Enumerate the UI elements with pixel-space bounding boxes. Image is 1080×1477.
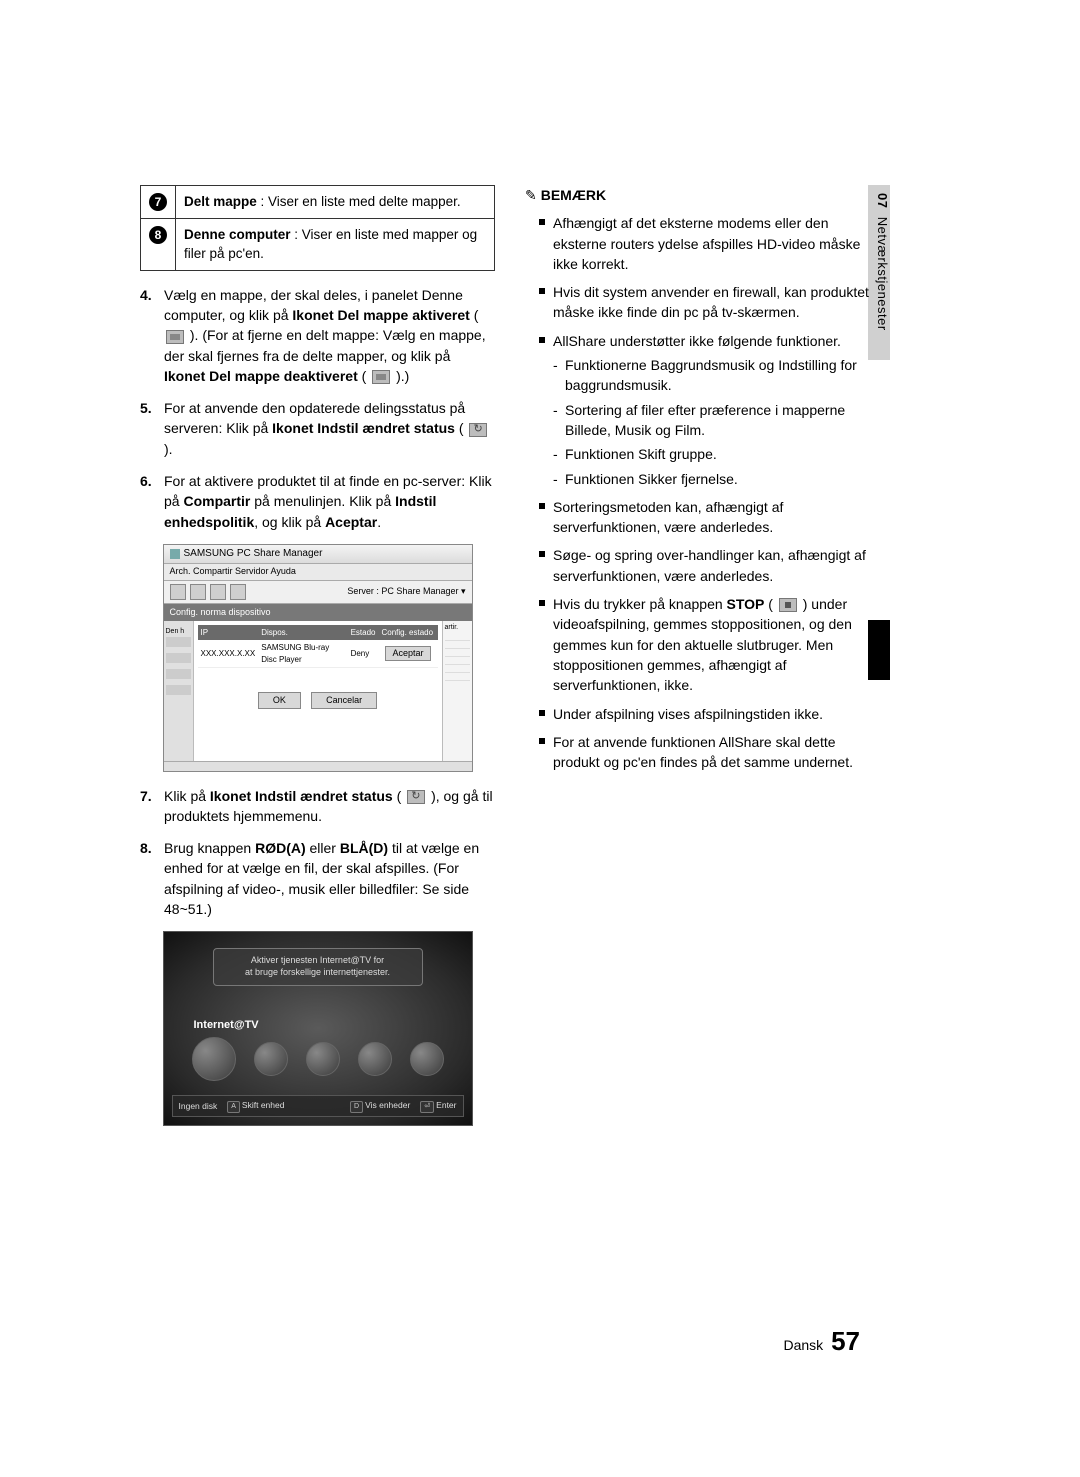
step-text: Vælg en mappe, der skal deles, i panelet… (164, 285, 495, 386)
step-number: 4. (140, 285, 164, 386)
step-text: Brug knappen RØD(A) eller BLÅ(D) til at … (164, 838, 495, 919)
note-list: Afhængigt af det eksterne modems eller d… (525, 213, 880, 772)
note-heading: BEMÆRK (525, 185, 880, 205)
enter-key-icon: ⏎ (420, 1101, 434, 1113)
toolbar-icon[interactable] (210, 584, 226, 600)
table-row: 8 Denne computer : Viser en liste med ma… (141, 218, 495, 270)
key-d-icon: D (350, 1101, 363, 1113)
list-item: Sortering af filer efter præference i ma… (553, 400, 880, 441)
statusbar (164, 761, 472, 771)
dialog-body: Den h IP Dispos. Estado Config. estado (164, 621, 472, 761)
cancel-button[interactable]: Cancelar (311, 692, 377, 709)
list-item: 4. Vælg en mappe, der skal deles, i pane… (140, 285, 495, 386)
list-item: 5. For at anvende den opdaterede delings… (140, 398, 495, 459)
step-number: 5. (140, 398, 164, 459)
tv-icon-row (192, 1042, 444, 1081)
tv-screenshot: Aktiver tjenesten Internet@TV for at bru… (163, 931, 473, 1126)
menubar[interactable]: Arch. Compartir Servidor Ayuda (164, 564, 472, 580)
sub-list: Funktionerne Baggrundsmusik og Indstilli… (553, 355, 880, 489)
tv-icon[interactable] (254, 1042, 288, 1076)
right-panel: artir. (442, 621, 472, 761)
list-item: Hvis dit system anvender en firewall, ka… (539, 282, 880, 323)
cell-device: SAMSUNG Blu-ray Disc Player (258, 640, 347, 668)
step-text: For at aktivere produktet til at finde e… (164, 471, 495, 532)
table-row: 7 Delt mappe : Viser en liste med delte … (141, 186, 495, 219)
legend-num-7: 7 (149, 193, 167, 211)
tv-icon[interactable] (410, 1042, 444, 1076)
legend-label: Delt mappe (184, 194, 257, 209)
share-folder-off-icon (372, 370, 390, 384)
col-config: Config. estado (378, 625, 437, 641)
center-panel: IP Dispos. Estado Config. estado XXX.XXX… (194, 621, 442, 761)
list-item: AllShare understøtter ikke følgende funk… (539, 331, 880, 489)
step-list: 4. Vælg en mappe, der skal deles, i pane… (140, 285, 495, 532)
accept-button[interactable]: Aceptar (385, 646, 430, 661)
share-folder-on-icon (166, 330, 184, 344)
cell-state: Deny (348, 640, 379, 668)
col-estado: Estado (348, 625, 379, 641)
tv-help-bar: Ingen disk ASkift enhed DVis enheder ⏎En… (172, 1095, 464, 1117)
list-item: For at anvende funktionen AllShare skal … (539, 732, 880, 773)
pcshare-screenshot: SAMSUNG PC Share Manager Arch. Compartir… (163, 544, 473, 772)
tv-icon[interactable] (358, 1042, 392, 1076)
footer-lang: Dansk (784, 1337, 824, 1353)
stop-icon (779, 598, 797, 612)
tv-icon[interactable] (192, 1037, 236, 1081)
table-row: IP Dispos. Estado Config. estado (198, 625, 438, 641)
col-ip: IP (198, 625, 259, 641)
tv-banner: Aktiver tjenesten Internet@TV for at bru… (213, 948, 423, 985)
left-panel: Den h (164, 621, 194, 761)
table-row[interactable]: XXX.XXX.X.XX SAMSUNG Blu-ray Disc Player… (198, 640, 438, 668)
list-item: Under afspilning vises afspilningstiden … (539, 704, 880, 724)
dialog-buttons: OK Cancelar (198, 692, 438, 709)
window-titlebar: SAMSUNG PC Share Manager (164, 545, 472, 565)
toolbar-icon[interactable] (230, 584, 246, 600)
manual-page: 07 Netværkstjenester 7 Delt mappe : Vise… (0, 0, 1080, 1477)
ok-button[interactable]: OK (258, 692, 301, 709)
step-list-2: 7. Klik på Ikonet Indstil ændret status … (140, 786, 495, 920)
list-item: Søge- og spring over-handlinger kan, afh… (539, 545, 880, 586)
toolbar: Server : PC Share Manager ▾ (164, 581, 472, 604)
legend-table: 7 Delt mappe : Viser en liste med delte … (140, 185, 495, 271)
left-column: 7 Delt mappe : Viser en liste med delte … (140, 185, 495, 1126)
list-item: 6. For at aktivere produktet til at find… (140, 471, 495, 532)
col-dispos: Dispos. (258, 625, 347, 641)
legend-label: Denne computer (184, 227, 291, 242)
window-title: SAMSUNG PC Share Manager (184, 547, 323, 562)
content-columns: 7 Delt mappe : Viser en liste med delte … (140, 185, 880, 1126)
disc-status: Ingen disk (179, 1100, 218, 1112)
key-a-icon: A (227, 1101, 240, 1113)
server-label[interactable]: Server : PC Share Manager ▾ (347, 585, 465, 598)
toolbar-icon[interactable] (170, 584, 186, 600)
legend-num-8: 8 (149, 226, 167, 244)
page-footer: Dansk 57 (784, 1326, 861, 1357)
step-number: 8. (140, 838, 164, 919)
list-item: Funktionen Skift gruppe. (553, 444, 880, 464)
list-item: Funktionerne Baggrundsmusik og Indstilli… (553, 355, 880, 396)
page-number: 57 (831, 1326, 860, 1356)
refresh-icon (407, 790, 425, 804)
step-number: 6. (140, 471, 164, 532)
list-item: 8. Brug knappen RØD(A) eller BLÅ(D) til … (140, 838, 495, 919)
list-item: Funktionen Sikker fjernelse. (553, 469, 880, 489)
device-table: IP Dispos. Estado Config. estado XXX.XXX… (198, 625, 438, 669)
list-item: 7. Klik på Ikonet Indstil ændret status … (140, 786, 495, 827)
list-item: Sorteringsmetoden kan, afhængigt af serv… (539, 497, 880, 538)
tv-app-label: Internet@TV (194, 1018, 259, 1034)
app-icon (170, 549, 180, 559)
list-item: Afhængigt af det eksterne modems eller d… (539, 213, 880, 274)
step-text: Klik på Ikonet Indstil ændret status ( )… (164, 786, 495, 827)
dialog-title: Config. norma dispositivo (164, 604, 472, 621)
toolbar-icon[interactable] (190, 584, 206, 600)
step-text: For at anvende den opdaterede delingssta… (164, 398, 495, 459)
step-number: 7. (140, 786, 164, 827)
right-column: BEMÆRK Afhængigt af det eksterne modems … (525, 185, 880, 1126)
tv-icon[interactable] (306, 1042, 340, 1076)
list-item: Hvis du trykker på knappen STOP ( ) unde… (539, 594, 880, 695)
legend-text: : Viser en liste med delte mapper. (257, 194, 461, 209)
refresh-icon (469, 423, 487, 437)
cell-ip: XXX.XXX.X.XX (198, 640, 259, 668)
